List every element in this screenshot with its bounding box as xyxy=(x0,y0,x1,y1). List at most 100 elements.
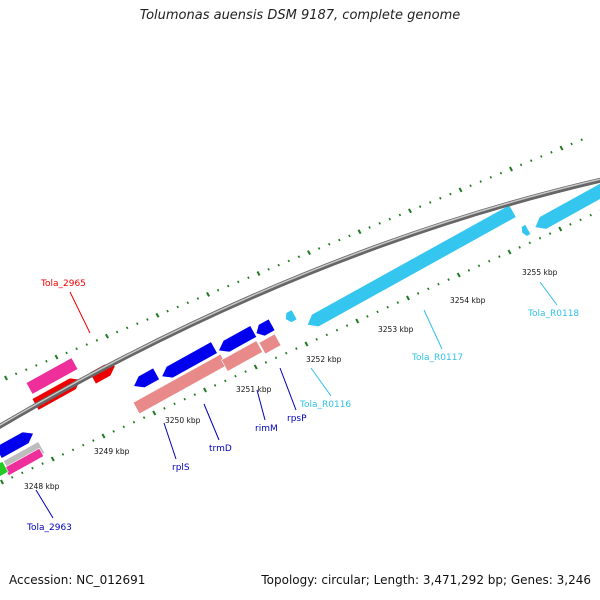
inner-tick xyxy=(518,246,521,249)
outer-tick xyxy=(176,305,179,309)
backbone-highlight xyxy=(0,178,600,427)
inner-tick xyxy=(315,338,318,341)
kbp-label: 3250 kbp xyxy=(165,416,201,425)
feature-cds-green-left xyxy=(0,460,9,477)
inner-tick xyxy=(345,324,349,327)
outer-tick xyxy=(14,372,18,376)
gene-label: rplS xyxy=(172,463,190,473)
outer-tick xyxy=(196,297,200,300)
inner-tick xyxy=(142,416,146,419)
inner-tick xyxy=(376,310,379,314)
kbp-label: 3249 kbp xyxy=(94,447,130,456)
inner-tick xyxy=(447,278,450,281)
feature-rrna-small xyxy=(521,224,532,237)
inner-tick xyxy=(487,259,491,263)
labels: 3248 kbp 3249 kbp 3250 kbp 3251 kbp 3252 kbp… xyxy=(24,268,579,533)
outer-tick xyxy=(540,155,543,158)
inner-tick xyxy=(325,333,329,337)
outer-tick xyxy=(297,255,301,259)
outer-tick xyxy=(105,333,109,339)
inner-tick xyxy=(427,287,430,291)
kbp-label: 3253 kbp xyxy=(378,325,414,334)
inner-tick xyxy=(71,448,75,452)
gene-label-connector xyxy=(310,367,332,397)
inner-tick xyxy=(81,443,85,447)
inner-tick xyxy=(41,462,44,465)
gene-label-connector xyxy=(256,389,266,421)
gene-label: Tola_R0117 xyxy=(411,353,463,363)
inner-tick xyxy=(21,471,24,475)
inner-tick xyxy=(163,407,166,410)
inner-tick xyxy=(173,402,176,406)
inner-tick xyxy=(366,315,369,318)
backbone xyxy=(0,177,600,430)
feature-tola-r0117 xyxy=(306,204,517,328)
outer-tick xyxy=(146,318,149,321)
kbp-label: 3252 kbp xyxy=(306,355,342,364)
outer-tick xyxy=(458,187,463,193)
tick-marks xyxy=(0,138,600,485)
kbp-label: 3255 kbp xyxy=(522,268,558,277)
inner-tick xyxy=(477,264,481,268)
inner-tick xyxy=(253,364,258,370)
inner-tick xyxy=(467,269,471,272)
gene-label: trmD xyxy=(209,444,232,454)
inner-tick xyxy=(416,292,420,295)
outer-tick xyxy=(357,229,362,235)
feature-tola-r0116 xyxy=(285,309,298,323)
feature-tola-r0118 xyxy=(534,183,600,230)
kbp-label: 3251 kbp xyxy=(236,385,272,394)
outer-tick xyxy=(388,217,392,221)
outer-tick xyxy=(307,250,311,256)
inner-tick xyxy=(10,476,14,479)
inner-tick xyxy=(112,430,115,433)
outer-tick xyxy=(529,159,533,162)
gene-label: rpsP xyxy=(287,414,307,424)
gene-label-connector xyxy=(423,309,443,350)
gene-label-connector xyxy=(35,489,54,519)
genome-summary: Topology: circular; Length: 3,471,292 bp… xyxy=(261,573,591,587)
inner-tick xyxy=(274,356,278,360)
feature-rimm xyxy=(218,325,258,353)
outer-tick xyxy=(85,343,89,346)
gene-label-connector xyxy=(69,291,91,334)
outer-tick xyxy=(550,150,553,154)
inner-tick xyxy=(579,218,582,222)
outer-tick xyxy=(509,166,513,172)
inner-tick xyxy=(203,387,207,393)
inner-tick xyxy=(213,384,217,387)
outer-tick xyxy=(327,242,331,246)
gene-label-connector xyxy=(203,403,220,441)
inner-tick xyxy=(437,282,440,286)
outer-tick xyxy=(155,312,160,318)
outer-tick xyxy=(277,263,280,267)
outer-tick xyxy=(24,368,28,371)
feature-cds-salmon-2 xyxy=(220,340,264,372)
gene-label: Tola_2965 xyxy=(40,279,86,289)
outer-tick xyxy=(267,267,270,271)
inner-tick xyxy=(244,370,247,373)
inner-tick xyxy=(456,272,461,278)
inner-tick xyxy=(61,453,65,456)
map-title: Tolumonas auensis DSM 9187, complete gen… xyxy=(139,8,461,23)
inner-tick xyxy=(589,213,592,217)
outer-tick xyxy=(398,213,402,217)
outer-tick xyxy=(75,347,78,351)
inner-tick xyxy=(224,379,227,383)
outer-tick xyxy=(368,226,371,229)
feature-cds-magenta xyxy=(25,357,79,395)
outer-tick xyxy=(418,205,422,208)
outer-tick xyxy=(35,364,38,367)
outer-tick xyxy=(206,291,210,297)
outer-tick xyxy=(348,234,351,238)
kbp-label: 3254 kbp xyxy=(450,296,486,305)
inner-tick xyxy=(0,479,4,485)
outer-tick xyxy=(479,180,482,183)
inner-tick xyxy=(101,433,106,439)
feature-cds-blue-left xyxy=(0,431,34,459)
outer-tick xyxy=(449,192,452,196)
outer-tick xyxy=(570,142,573,146)
inner-tick xyxy=(152,410,157,416)
inner-tick xyxy=(335,328,339,332)
inner-tick xyxy=(50,456,55,462)
